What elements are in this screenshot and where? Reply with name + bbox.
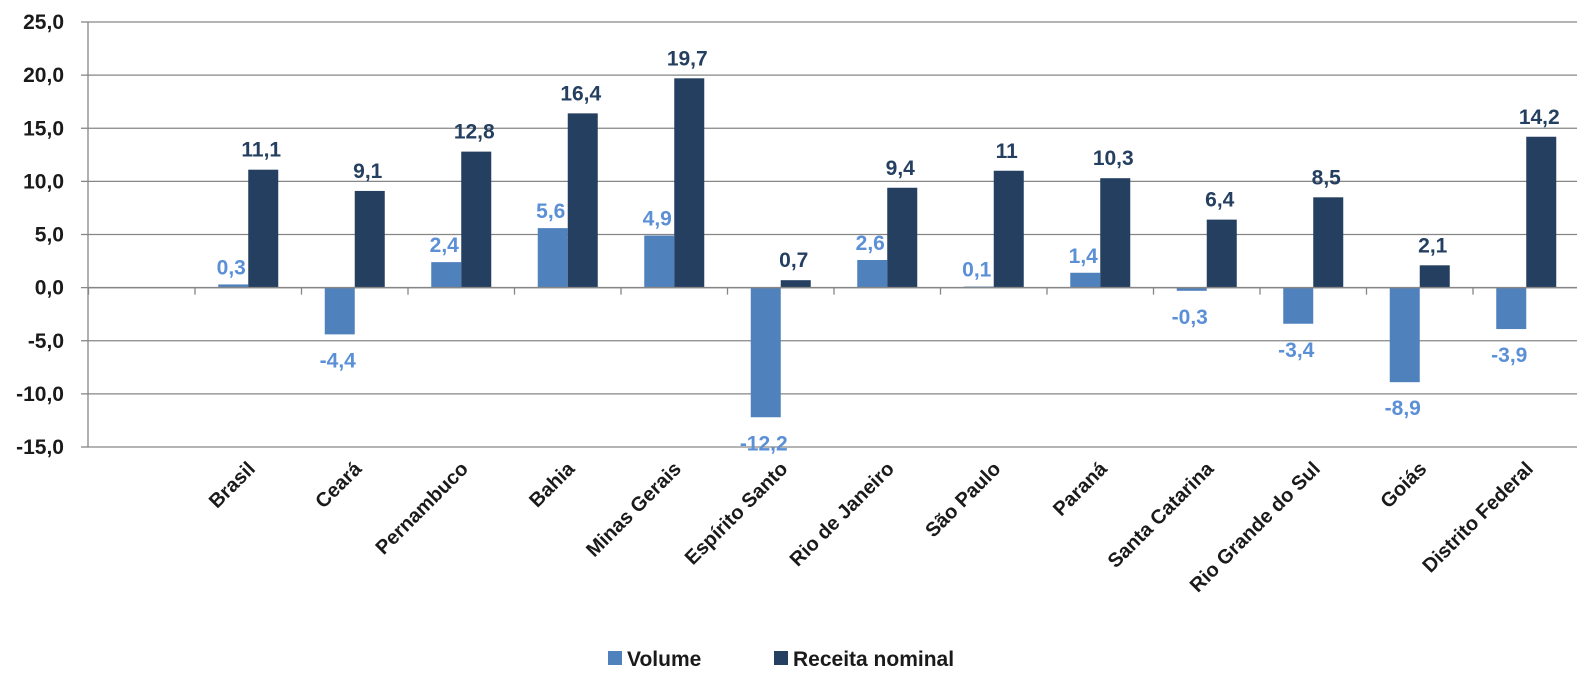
data-label-receita-nominal: 9,4 <box>886 157 916 180</box>
x-axis: Brasil Ceará Pernambuco Bahia Minas GeraisEs… <box>87 286 1577 597</box>
legend: Volume Receita nominal <box>608 648 954 671</box>
legend-label-receita-nominal: Receita nominal <box>793 648 954 671</box>
data-label-receita-nominal: 6,4 <box>1205 189 1235 212</box>
data-label-receita-nominal: 16,4 <box>560 82 601 105</box>
data-label-volume: 2,4 <box>430 234 460 257</box>
data-label-volume: -0,3 <box>1172 306 1208 329</box>
data-label-volume: 5,6 <box>536 200 565 223</box>
x-tick-label: São Paulo <box>921 458 1005 542</box>
bar-volume <box>1389 287 1420 383</box>
legend-swatch-volume <box>608 651 622 665</box>
bar-volume <box>644 235 675 288</box>
data-label-volume: 4,9 <box>643 208 672 231</box>
x-tick-label: Rio de Janeiro <box>786 458 899 571</box>
bar-receita-nominal <box>887 187 918 288</box>
bar-receita-nominal <box>461 151 492 288</box>
y-tick-label: -10,0 <box>16 383 64 406</box>
data-label-receita-nominal: 8,5 <box>1312 166 1342 189</box>
data-label-receita-nominal: 14,2 <box>1519 106 1560 129</box>
data-label-receita-nominal: 10,3 <box>1093 147 1134 170</box>
data-label-volume: -3,4 <box>1278 339 1315 362</box>
bar-receita-nominal <box>1526 136 1557 288</box>
bar-receita-nominal <box>354 190 385 288</box>
bar-volume <box>324 287 355 335</box>
data-label-volume: -12,2 <box>740 432 788 455</box>
bar-volume <box>1496 287 1527 330</box>
gridlines <box>88 21 1577 448</box>
data-label-volume: 1,4 <box>1069 245 1099 268</box>
y-tick-label: 20,0 <box>23 64 64 87</box>
bar-receita-nominal <box>1313 197 1344 288</box>
bar-volume <box>218 284 249 288</box>
bar-receita-nominal <box>1206 219 1237 288</box>
x-tick-label: Espírito Santo <box>681 458 792 569</box>
y-tick-label: 0,0 <box>35 277 64 300</box>
bar-receita-nominal <box>1419 265 1450 288</box>
bar-volume <box>1283 287 1314 324</box>
bar-volume <box>537 228 568 288</box>
bar-receita-nominal <box>248 169 279 288</box>
data-label-receita-nominal: 9,1 <box>353 160 383 183</box>
y-tick-label: 15,0 <box>23 117 64 140</box>
x-tick-label: Pernambuco <box>372 458 473 559</box>
bar-volume <box>857 260 888 288</box>
x-tick-label: Bahia <box>525 457 580 512</box>
bar-receita-nominal <box>674 78 705 288</box>
bar-receita-nominal <box>993 170 1024 288</box>
data-label-receita-nominal: 12,8 <box>454 121 495 144</box>
y-tick-label: -15,0 <box>16 436 64 459</box>
bar-volume <box>750 287 781 418</box>
bar-volume <box>1176 287 1207 291</box>
data-labels: 0,3 11,1 -4,4 9,1 2,4 12,8 5,6 16,4 4,9 19,7 -12,2… <box>217 47 1560 455</box>
x-tick-label: Distrito Federal <box>1418 458 1537 577</box>
y-tick-label: 5,0 <box>35 224 64 247</box>
x-tick-label: Santa Catarina <box>1104 457 1219 572</box>
data-label-volume: -3,9 <box>1491 344 1527 367</box>
bars <box>218 78 1557 418</box>
bar-volume <box>431 262 462 288</box>
data-label-receita-nominal: 11,1 <box>241 139 281 162</box>
legend-label-volume: Volume <box>627 648 701 671</box>
data-label-receita-nominal: 19,7 <box>667 47 708 70</box>
data-label-volume: 0,1 <box>962 259 992 282</box>
x-tick-label: Ceará <box>311 457 366 512</box>
data-label-receita-nominal: 2,1 <box>1418 234 1448 257</box>
data-label-volume: -4,4 <box>320 349 357 372</box>
bar-receita-nominal <box>780 280 811 288</box>
data-label-receita-nominal: 11 <box>996 140 1019 163</box>
bar-volume <box>1070 272 1101 288</box>
y-tick-label: -5,0 <box>28 330 64 353</box>
data-label-volume: -8,9 <box>1385 397 1421 420</box>
data-label-receita-nominal: 0,7 <box>779 249 808 272</box>
x-tick-label: Paraná <box>1049 457 1112 520</box>
data-label-volume: 2,6 <box>856 232 885 255</box>
bar-receita-nominal <box>567 113 598 288</box>
x-tick-label: Minas Gerais <box>582 458 686 562</box>
legend-swatch-receita-nominal <box>774 651 788 665</box>
bar-receita-nominal <box>1100 178 1131 288</box>
x-tick-label: Brasil <box>205 458 260 513</box>
x-tick-label: Goiás <box>1376 458 1431 513</box>
y-axis: 25,0 20,0 15,0 10,0 5,0 0,0 -5,0 -10,0 -15,0 <box>16 11 89 459</box>
data-label-volume: 0,3 <box>217 256 246 279</box>
y-tick-label: 25,0 <box>23 11 64 34</box>
y-tick-label: 10,0 <box>23 170 64 193</box>
